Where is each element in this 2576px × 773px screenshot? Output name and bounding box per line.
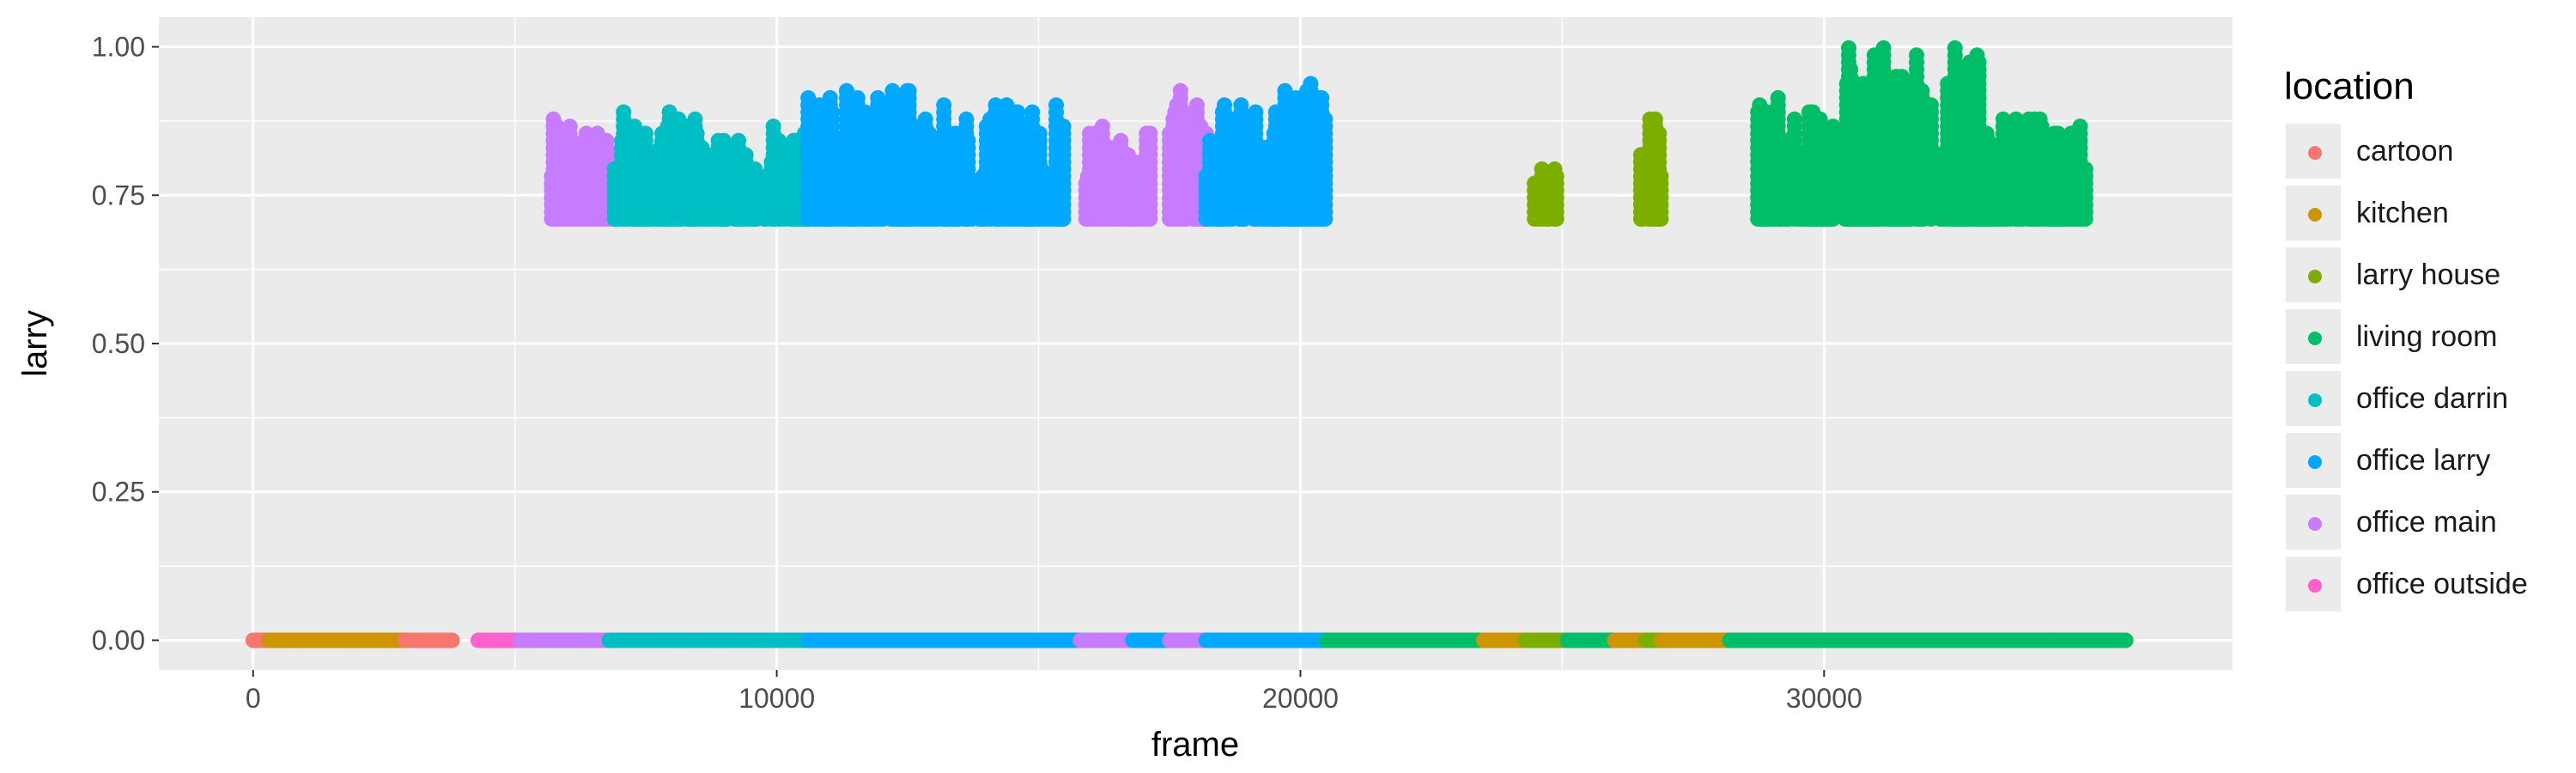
data-point — [1189, 97, 1205, 113]
data-point — [960, 132, 976, 149]
data-point — [687, 111, 703, 127]
data-point — [747, 161, 763, 177]
data-point — [1843, 61, 1859, 77]
data-point — [1031, 125, 1048, 142]
data-point — [1010, 104, 1026, 120]
data-point — [921, 125, 938, 142]
data-point — [901, 82, 917, 99]
data-point — [849, 90, 866, 106]
data-point — [627, 119, 642, 135]
data-point — [958, 111, 975, 127]
data-point — [1233, 97, 1249, 113]
data-point — [716, 132, 732, 149]
data-points — [245, 40, 2134, 648]
data-point — [1841, 40, 1856, 56]
data-point — [947, 125, 963, 142]
data-point — [765, 119, 781, 135]
data-point — [598, 132, 615, 149]
data-point — [1651, 125, 1668, 142]
data-point — [1048, 97, 1064, 113]
data-point — [917, 111, 933, 127]
data-point — [731, 132, 747, 149]
data-point — [1786, 111, 1802, 127]
data-point — [1172, 82, 1188, 99]
data-point — [1217, 97, 1232, 113]
data-point — [1317, 111, 1334, 127]
data-point — [1548, 168, 1564, 185]
data-point — [1647, 111, 1663, 127]
data-point — [562, 119, 578, 135]
data-point — [1113, 132, 1129, 149]
data-point — [907, 119, 922, 135]
data-point — [637, 125, 653, 142]
data-point — [563, 132, 580, 149]
data-point — [616, 104, 632, 120]
data-point — [1770, 90, 1786, 106]
data-point — [800, 90, 817, 106]
data-point — [1055, 119, 1072, 135]
data-point — [1248, 104, 1264, 120]
scatter-plot: 0.000.250.500.751.00 0 10000 20000 30000 fr… — [16, 17, 2233, 764]
data-point — [1094, 119, 1110, 135]
data-point — [936, 97, 952, 113]
data-point — [444, 632, 460, 648]
data-point — [1314, 90, 1330, 106]
data-point — [1142, 125, 1158, 142]
data-point — [549, 119, 565, 135]
data-point — [689, 125, 705, 142]
data-point — [738, 147, 754, 163]
data-point — [1653, 168, 1669, 185]
data-point — [1024, 104, 1041, 120]
data-point — [2117, 632, 2134, 648]
data-point — [824, 104, 840, 120]
data-point — [822, 90, 838, 106]
data-point — [1303, 76, 1319, 92]
data-point — [1825, 119, 1841, 135]
